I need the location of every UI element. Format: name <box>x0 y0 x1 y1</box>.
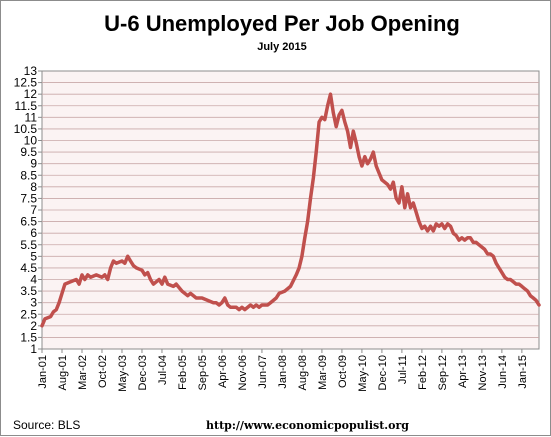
x-tick-label: Jan-15 <box>517 355 529 389</box>
y-tick-label: 9 <box>30 157 37 171</box>
x-tick-label: Mar-02 <box>77 355 89 390</box>
x-tick-label: Feb-12 <box>417 355 429 390</box>
y-tick-label: 3 <box>30 296 37 310</box>
source-label: Source: BLS <box>13 418 80 432</box>
y-tick-label: 8.5 <box>20 168 37 182</box>
x-tick-label: Apr-06 <box>217 355 229 388</box>
y-axis: 11.522.533.544.555.566.577.588.599.51010… <box>14 64 42 356</box>
y-tick-label: 12 <box>24 87 38 101</box>
x-tick-label: Jul-04 <box>157 355 169 385</box>
x-tick-label: Nov-13 <box>477 355 489 390</box>
x-tick-label: Jun-07 <box>257 355 269 389</box>
y-tick-label: 4 <box>30 273 37 287</box>
chart-subtitle: July 2015 <box>257 41 307 53</box>
x-tick-label: Mar-09 <box>317 355 329 390</box>
y-tick-label: 7 <box>30 203 37 217</box>
x-tick-label: Feb-05 <box>177 355 189 390</box>
y-tick-label: 13 <box>24 64 38 78</box>
x-tick-label: Nov-06 <box>237 355 249 390</box>
x-tick-label: Jun-14 <box>497 355 509 389</box>
x-tick-label: May-03 <box>117 355 129 392</box>
x-tick-label: Apr-13 <box>457 355 469 388</box>
x-tick-label: May-10 <box>357 355 369 392</box>
y-tick-label: 7.5 <box>20 191 37 205</box>
y-tick-label: 6 <box>30 226 37 240</box>
x-tick-label: Oct-02 <box>97 355 109 388</box>
y-tick-label: 5 <box>30 249 37 263</box>
y-tick-label: 3.5 <box>20 284 37 298</box>
x-tick-label: Dec-10 <box>377 355 389 390</box>
y-tick-label: 5.5 <box>20 238 37 252</box>
x-tick-label: Jan-01 <box>37 355 49 389</box>
chart-title: U-6 Unemployed Per Job Opening <box>104 11 460 36</box>
y-tick-label: 12.5 <box>14 76 38 90</box>
x-tick-label: Oct-09 <box>337 355 349 388</box>
x-axis: Jan-01 Aug-01 Mar-02 Oct-02 May-03 Dec-03 Jul-… <box>37 349 529 392</box>
series-line <box>40 92 541 328</box>
y-tick-label: 11.5 <box>15 99 38 113</box>
y-tick-label: 8 <box>30 180 37 194</box>
x-tick-label: Dec-03 <box>137 355 149 390</box>
y-tick-label: 4.5 <box>20 261 37 275</box>
x-tick-label: Jan-08 <box>277 355 289 389</box>
y-tick-label: 6.5 <box>20 215 37 229</box>
y-tick-label: 2 <box>30 319 37 333</box>
x-tick-label: Sep-12 <box>437 355 449 390</box>
y-tick-label: 2.5 <box>20 307 37 321</box>
y-tick-label: 1 <box>30 342 37 356</box>
y-tick-label: 11 <box>25 110 38 124</box>
y-tick-label: 10 <box>24 134 38 148</box>
x-tick-label: Aug-08 <box>297 355 309 390</box>
x-tick-label: Sep-05 <box>197 355 209 390</box>
y-tick-label: 1.5 <box>20 330 37 344</box>
y-tick-label: 10.5 <box>14 122 38 136</box>
plot-area <box>41 70 540 350</box>
x-tick-label: Jul-11 <box>397 355 409 384</box>
series-layer <box>40 92 541 328</box>
website-link[interactable]: http://www.economicpopulist.org <box>206 419 409 432</box>
y-tick-label: 9.5 <box>20 145 37 159</box>
x-tick-label: Aug-01 <box>57 355 69 390</box>
